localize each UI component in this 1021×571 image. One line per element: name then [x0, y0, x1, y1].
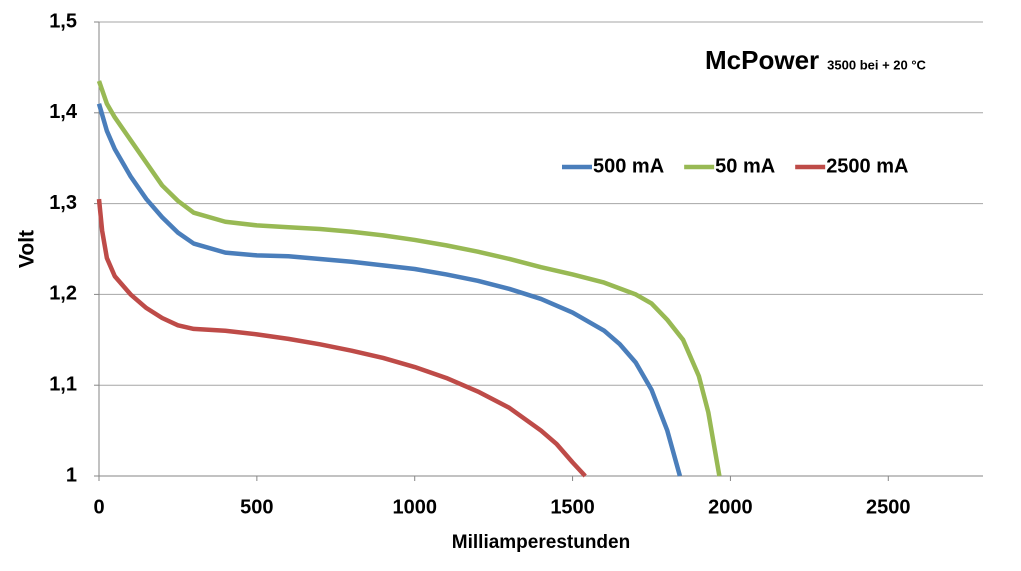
y-tick-label: 1,4 [49, 101, 78, 123]
x-tick-label: 1500 [550, 496, 595, 518]
y-axis-label: Volt [16, 230, 39, 268]
x-tick-label: 1000 [392, 496, 437, 518]
chart-subtitle: 3500 bei + 20 °C [827, 57, 926, 72]
x-tick-label: 2000 [708, 496, 753, 518]
series-line [96, 103, 683, 477]
x-tick-label: 2500 [866, 496, 911, 518]
legend-label: 500 mA [593, 155, 664, 177]
x-tick-label: 0 [93, 496, 104, 518]
y-tick-label: 1,2 [49, 283, 77, 305]
series-line [96, 198, 587, 478]
x-axis-label: Milliamperestunden [452, 532, 630, 553]
y-tick-label: 1 [66, 464, 77, 486]
y-tick-label: 1,1 [49, 373, 77, 395]
x-tick-label: 500 [240, 496, 273, 518]
y-tick-label: 1,5 [49, 10, 77, 32]
legend-label: 50 mA [715, 155, 775, 177]
series-line [96, 80, 722, 477]
y-tick-label: 1,3 [49, 192, 77, 214]
chart-title: McPower [705, 45, 819, 75]
legend-label: 2500 mA [826, 155, 908, 177]
